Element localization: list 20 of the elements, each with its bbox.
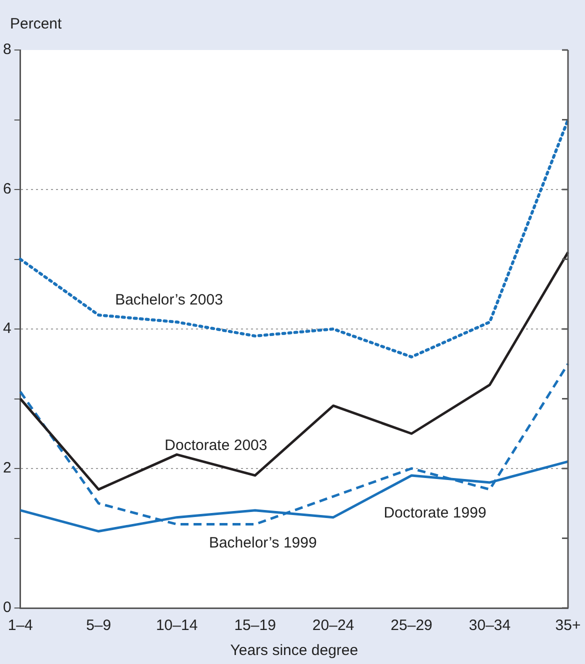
x-tick-label: 20–24 [312,617,354,634]
x-tick-label: 15–19 [234,617,276,634]
x-tick-label: 35+ [555,617,581,634]
y-tick-label: 8 [3,41,12,58]
y-tick-label: 0 [3,599,12,616]
x-tick-label: 10–14 [156,617,198,634]
x-tick-label: 1–4 [8,617,33,634]
y-tick-label: 2 [3,460,12,477]
y-axis-title: Percent [10,16,63,33]
y-tick-label: 4 [3,320,12,338]
y-tick-label: 6 [3,180,12,198]
x-tick-label: 25–29 [390,617,432,634]
x-tick-label: 30–34 [468,617,511,634]
series-label: Doctorate 1999 [384,504,486,522]
series-label: Bachelor’s 1999 [208,534,317,552]
x-axis-title: Years since degree [230,642,358,660]
x-tick-label: 5–9 [86,617,112,634]
series-label: Bachelor’s 2003 [115,291,223,308]
line-series [18,118,570,358]
series-label: Doctorate 2003 [164,437,268,454]
